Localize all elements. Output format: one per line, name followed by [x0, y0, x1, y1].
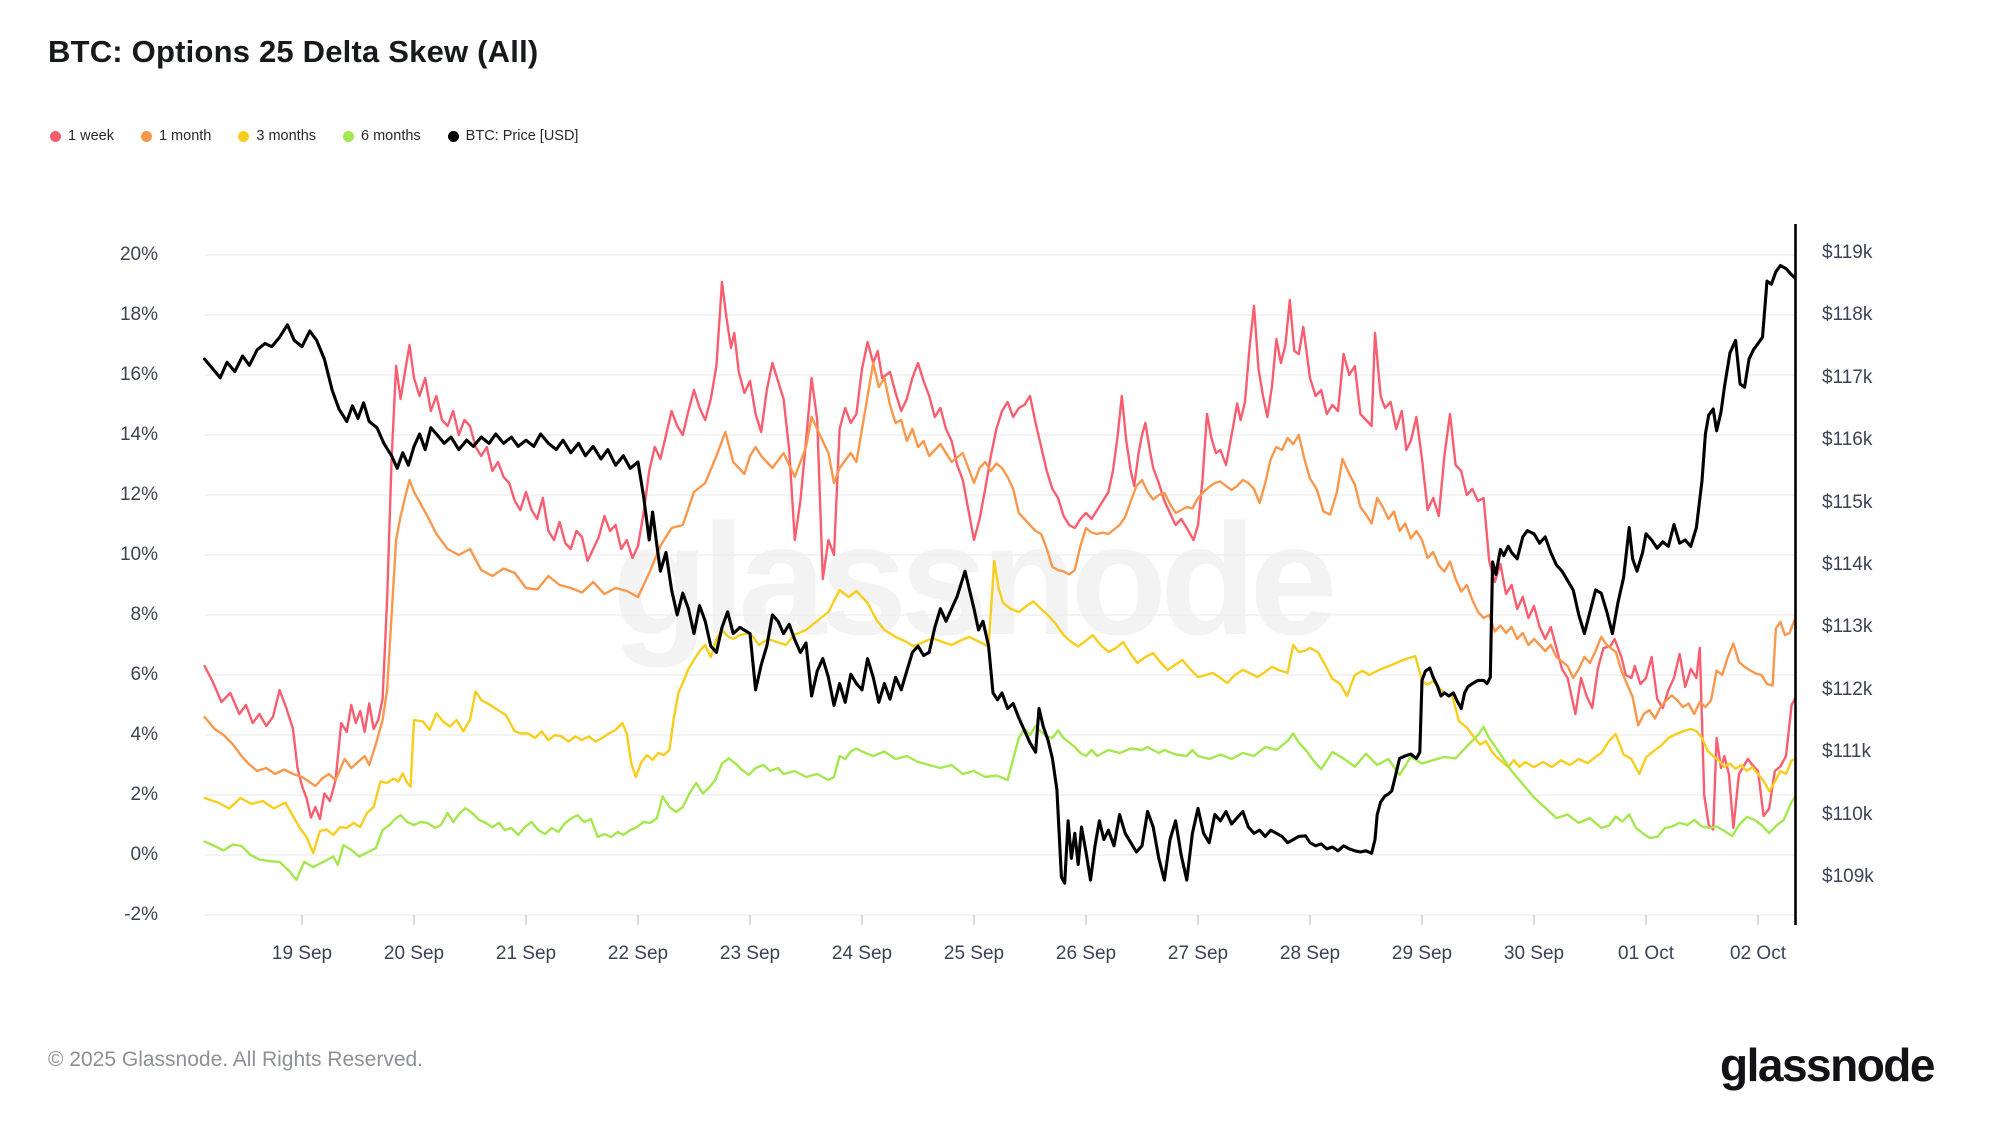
series-line-1-week: [203, 280, 1797, 831]
x-axis-tick: 27 Sep: [1167, 943, 1229, 964]
series-line-6-months: [203, 724, 1797, 882]
left-axis-tick: 10%: [119, 544, 158, 565]
series-line-3-months: [203, 559, 1797, 855]
x-axis-tick: 19 Sep: [271, 943, 333, 964]
legend-label: BTC: Price [USD]: [465, 128, 579, 144]
series-line-1-month: [203, 361, 1797, 788]
right-axis-tick: $117k: [1822, 366, 1873, 388]
x-axis-tick: 29 Sep: [1391, 943, 1453, 964]
legend-label: 6 months: [361, 128, 421, 144]
right-axis-tick: $119k: [1822, 242, 1873, 263]
left-axis-tick: 0%: [130, 844, 158, 865]
x-axis-tick: 20 Sep: [383, 943, 445, 964]
left-axis-tick: 16%: [119, 364, 158, 385]
glassnode-logo: glassnode: [1719, 1039, 1936, 1091]
right-axis-tick: $113k: [1822, 616, 1873, 638]
right-axis-tick: $109k: [1822, 866, 1874, 887]
x-axis-tick: 26 Sep: [1055, 943, 1117, 964]
x-axis-tick: 21 Sep: [495, 943, 557, 964]
x-axis-tick: 24 Sep: [831, 943, 893, 964]
left-axis-tick: 18%: [119, 304, 158, 325]
left-axis-tick: 20%: [119, 244, 158, 265]
legend-dot-icon: [238, 130, 250, 142]
page-title: BTC: Options 25 Delta Skew (All): [48, 34, 539, 69]
left-axis-tick: 2%: [130, 784, 158, 805]
legend-label: 1 week: [68, 128, 114, 144]
right-axis-tick: $115k: [1822, 491, 1873, 513]
left-axis-tick: 4%: [130, 724, 158, 745]
legend-dot-icon: [50, 130, 61, 142]
x-axis-tick: 30 Sep: [1503, 943, 1565, 964]
x-axis-tick: 02 Oct: [1730, 943, 1786, 964]
x-axis-tick: 25 Sep: [943, 943, 1005, 964]
x-axis-tick: 28 Sep: [1279, 943, 1341, 964]
legend-dot-icon: [447, 130, 459, 142]
left-axis-tick: 14%: [119, 424, 158, 445]
right-axis-tick: $111k: [1822, 741, 1871, 763]
right-axis-tick: $116k: [1822, 429, 1873, 451]
legend-dot-icon: [140, 130, 152, 142]
left-axis-tick: 6%: [130, 664, 158, 685]
legend: 1 week 1 month 3 months 6 months BTC: Price …: [50, 128, 578, 144]
left-axis-tick: -2%: [124, 904, 158, 925]
copyright-text: © 2025 Glassnode. All Rights Reserved.: [48, 1048, 424, 1071]
x-axis-tick: 01 Oct: [1618, 943, 1674, 964]
legend-item-6-months[interactable]: 6 months: [343, 128, 421, 144]
legend-item-3-months[interactable]: 3 months: [238, 128, 316, 144]
right-axis-tick: $112k: [1822, 678, 1873, 700]
legend-item-btc-price-usd-[interactable]: BTC: Price [USD]: [447, 128, 579, 144]
legend-item-1-week[interactable]: 1 week: [50, 128, 114, 144]
legend-dot-icon: [343, 130, 355, 142]
legend-label: 3 months: [256, 128, 317, 144]
x-axis-tick: 23 Sep: [719, 943, 781, 964]
legend-label: 1 month: [158, 128, 212, 144]
right-axis-tick: $118k: [1822, 304, 1873, 326]
left-axis-tick: 8%: [130, 604, 158, 625]
series-line-btc-price-usd-: [203, 263, 1797, 885]
left-axis-tick: 12%: [119, 484, 158, 505]
legend-item-1-month[interactable]: 1 month: [140, 128, 212, 144]
right-axis-tick: $114k: [1822, 554, 1873, 575]
x-axis-tick: 22 Sep: [607, 943, 669, 964]
right-axis-tick: $110k: [1822, 803, 1873, 825]
